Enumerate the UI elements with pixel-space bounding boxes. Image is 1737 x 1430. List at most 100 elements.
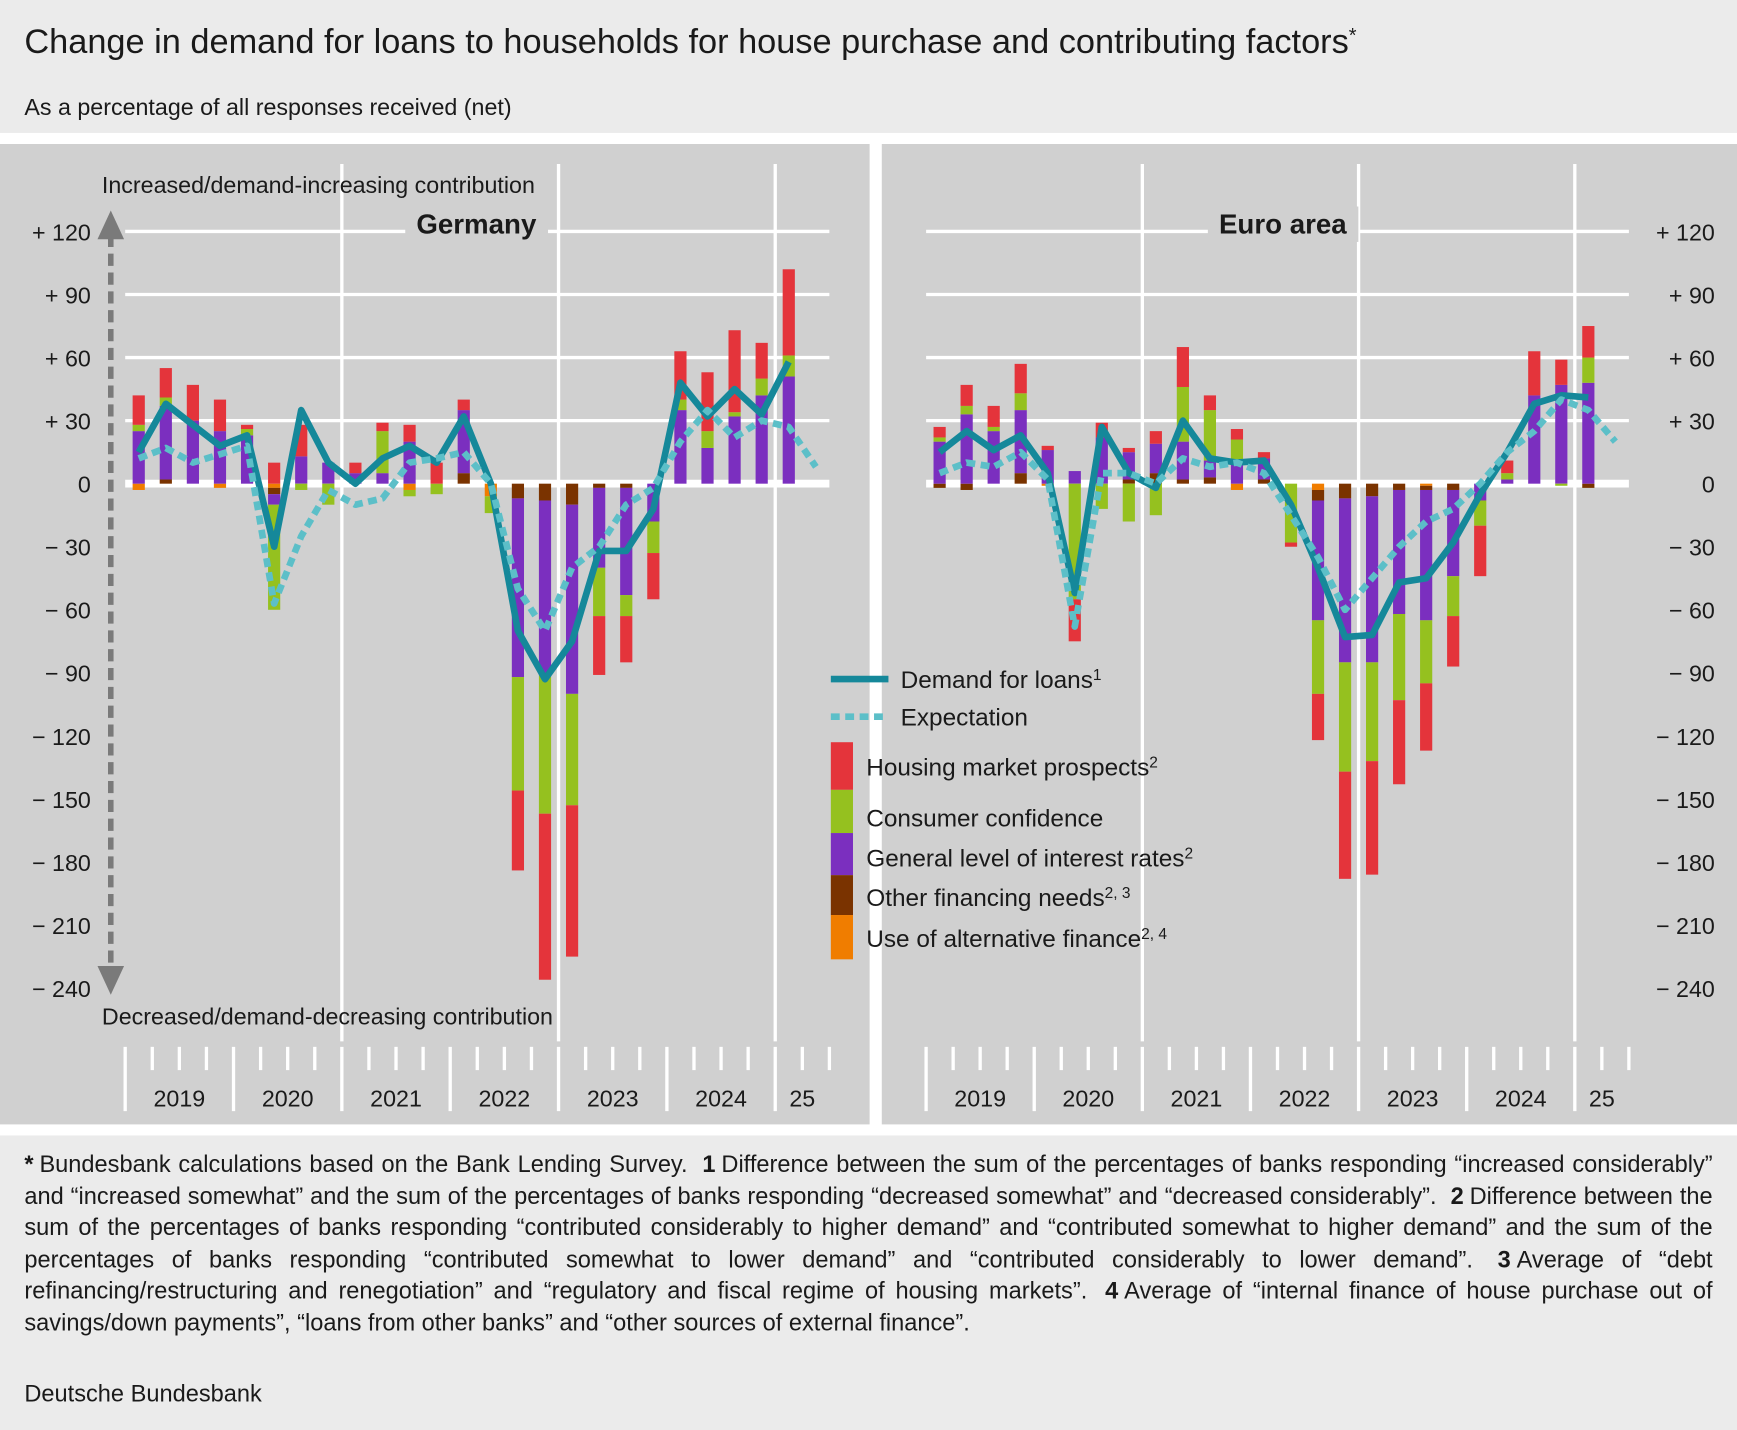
y-tick-label: 0 [78,472,91,498]
bar-segment [430,462,443,484]
bar-segment [933,426,946,438]
y-tick-label: − 60 [1669,598,1715,624]
footnote-text: Difference between the sum of the percen… [24,1182,1713,1273]
bar-segment [728,412,741,417]
bar-segment [1311,483,1325,490]
bar-segment [987,405,1000,427]
bar-segment [1014,473,1027,484]
bar-segment [620,595,633,617]
y-tick-label: − 90 [45,661,91,687]
bar-segment [1447,616,1460,667]
bar-segment [1555,359,1568,385]
bar-segment [701,372,714,432]
bar-segment [1203,395,1217,411]
legend-swatch [830,742,853,790]
y-tick-label: + 120 [1656,219,1715,245]
bar-segment [511,483,525,499]
legend: Demand for loans1 Expectation Housing mark… [830,666,1193,960]
legend-label: Consumer confidence [866,805,1103,832]
bar-segment [1366,483,1379,497]
bar-segment [620,483,633,488]
panel-title: Germany [416,209,537,240]
bar-segment [1555,384,1568,484]
x-tick-label: 2020 [262,1086,314,1112]
x-tick-label: 2022 [1279,1086,1331,1112]
bar-segment [1582,357,1595,383]
marks-layer [132,269,1618,980]
y-tick-label: + 120 [32,219,91,245]
bar-segment [565,693,579,806]
bar-segment [403,489,416,497]
bar-segment [457,473,470,484]
bar-segment [1555,483,1568,486]
legend-name: Use of alternative finance [866,926,1141,953]
bar-segment [960,414,973,484]
legend-note: 2, 4 [1141,926,1167,943]
bar-segment [1366,761,1379,875]
bar-segment [755,378,768,396]
back-layer: + 120 + 90 + 60 + 30 0 − 30 − 60 − 90 − 120 − 150… [32,163,1715,1112]
footnotes: * Bundesbank calculations based on the Ba… [24,1149,1712,1339]
axis-arrow [97,210,125,995]
legend-label: Other financing needs2, 3 [866,885,1130,913]
bar-segment [376,422,389,432]
bar-segment [1420,483,1433,486]
x-tick-label: 2024 [1495,1086,1547,1112]
bar-segment [1393,613,1406,701]
bar-segment [430,483,443,495]
y-tick-label: + 90 [1669,282,1715,308]
y-tick-label: − 150 [32,787,91,813]
bar-segment [186,420,199,484]
bar-segment [593,567,606,617]
bar-segment [403,483,416,490]
bar-segment [1257,479,1271,484]
bar-segment [565,504,579,694]
bar-segment [268,462,281,484]
bar-segment [159,368,172,398]
bar-segment [511,677,525,791]
bar-segment [987,431,1000,484]
x-tick-label: 2021 [1171,1086,1223,1112]
y-tick-label: + 60 [45,345,91,371]
y-tick-label: − 150 [1656,787,1715,813]
footnote-marker: 2 [1450,1182,1464,1210]
y-tick-label: − 210 [1656,913,1715,939]
bar-segment [1528,395,1541,484]
bar-segment [593,483,606,488]
bar-segment [132,424,145,432]
bar-segment [728,330,741,413]
y-tick-label: + 30 [45,408,91,434]
bar-segment [538,813,552,980]
footnote-marker: 3 [1497,1246,1511,1273]
bar-segment [511,790,525,871]
bar-segment [186,384,199,421]
bar-segment [132,483,145,490]
y-tick-label: 0 [1702,472,1715,498]
footnote-text: Difference between the sum of the percen… [24,1150,1713,1210]
bar-segment [1149,483,1162,516]
arrow-head [97,210,125,240]
bar-segment [1014,363,1027,394]
bar-segment [1393,700,1406,785]
bar-segment [987,426,1000,432]
bar-segment [1501,473,1514,480]
footnote-marker: 1 [702,1150,716,1178]
panel-bg [881,144,1737,1125]
bar-segment [593,616,606,675]
y-tick-label: − 90 [1669,661,1715,687]
bar-segment [132,395,145,425]
bar-segment [159,405,172,480]
bar-segment [1014,393,1027,411]
bar-segment [620,487,633,596]
bar-segment [1176,347,1189,387]
x-tick-label: 2024 [695,1086,747,1112]
bar-segment [213,399,227,432]
bar-segment [1230,439,1244,463]
bar-segment [1068,471,1081,484]
footnote-text: Bundesbank calculations based on the Ban… [39,1150,688,1178]
legend-name: Demand for loans [901,667,1093,694]
bar-segment [565,483,579,505]
